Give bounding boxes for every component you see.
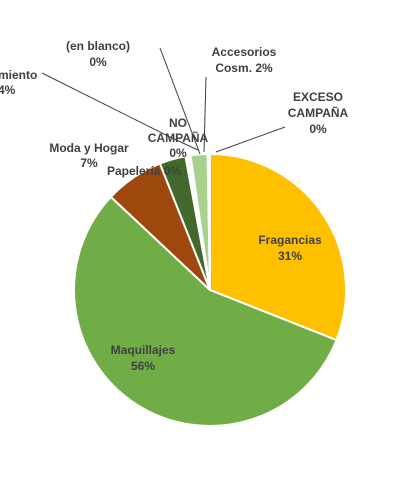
leader-line-accesorios-cosm xyxy=(203,76,207,153)
pie-slice-exceso-campana xyxy=(206,152,211,291)
slice-label-tratamiento: miento 4% xyxy=(0,68,37,97)
slice-label-maquillajes: Maquillajes 56% xyxy=(111,343,176,373)
slice-label-exceso-campana: EXCESO CAMPAÑA 0% xyxy=(288,90,349,136)
slice-label-accesorios-cosm: Accesorios Cosm. 2% xyxy=(212,45,277,75)
pie-slices xyxy=(73,152,347,427)
slice-label-no-campana: NO CAMPAÑA 0% xyxy=(148,116,209,160)
leader-line-en-blanco xyxy=(159,47,201,155)
pie-slice-fragancias xyxy=(209,152,347,342)
leader-line-tratamiento xyxy=(41,72,199,151)
slice-label-moda-y-hogar: Moda y Hogar 7% xyxy=(49,141,129,170)
slice-labels: Fragancias 31% Maquillajes 56% Moda y Hogar 7… xyxy=(0,39,349,373)
slice-label-fragancias: Fragancias 31% xyxy=(258,233,322,263)
pie-slice-maquillajes xyxy=(73,195,338,427)
leader-line-exceso-campana xyxy=(215,126,286,153)
slice-label-papeleria: Papelería 0% xyxy=(107,164,181,178)
slice-label-en-blanco: (en blanco) 0% xyxy=(66,39,130,69)
leader-lines xyxy=(41,47,286,155)
